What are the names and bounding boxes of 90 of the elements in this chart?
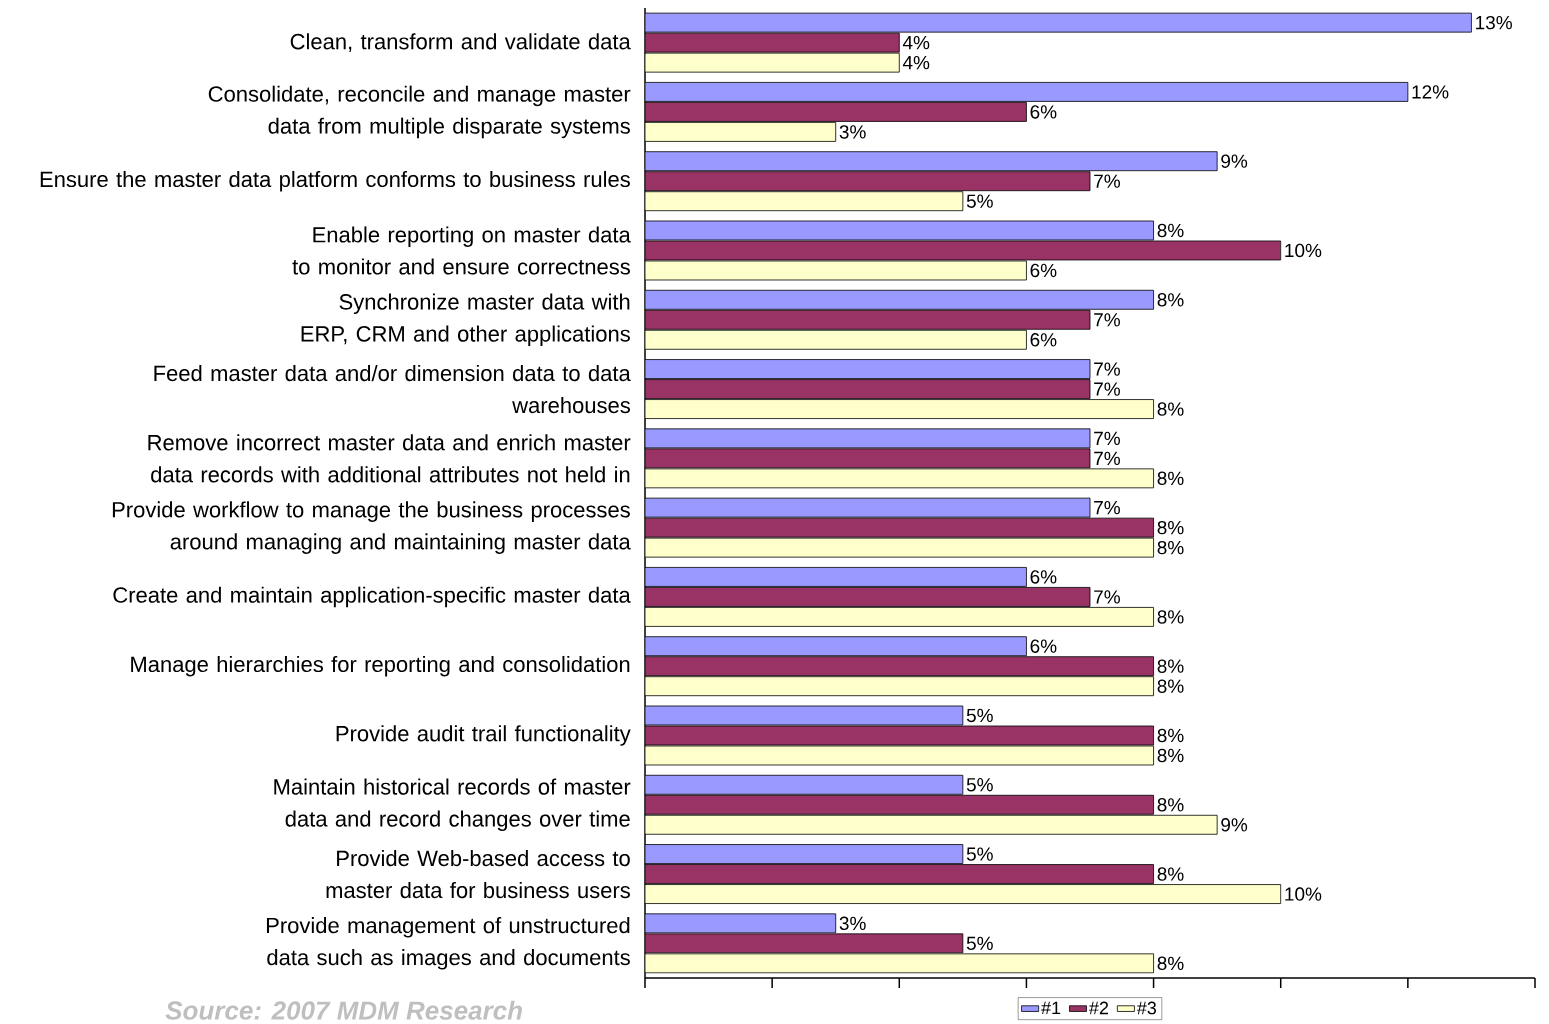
data-label: 5% <box>966 194 993 208</box>
data-label: 12% <box>1412 85 1449 99</box>
y-tick-label: Create and maintain application-specific master data <box>113 586 631 608</box>
bar <box>645 448 1091 469</box>
y-tick-label: Remove incorrect master data and enrich master data records with additional attributes not held in <box>148 434 631 483</box>
legend-label: #3 <box>1136 1001 1157 1015</box>
legend-label: #2 <box>1089 1001 1109 1015</box>
data-label: 5% <box>966 847 993 861</box>
data-label: 5% <box>966 708 993 723</box>
legend-label: #1 <box>1041 1001 1061 1015</box>
bar <box>645 379 1091 399</box>
data-label: 7% <box>1094 451 1120 465</box>
data-label: 6% <box>1030 333 1057 347</box>
data-label: 10% <box>1285 243 1322 258</box>
bar <box>645 151 1218 172</box>
y-tick-label: Provide management of unstructured data such as images and documents <box>266 917 630 970</box>
data-label: 8% <box>1157 659 1184 673</box>
y-tick-label: Feed master data and/or dimension data to data warehouses <box>154 364 631 414</box>
bar <box>645 656 1154 677</box>
bar <box>645 329 1027 350</box>
bar <box>645 289 1154 310</box>
bar <box>645 102 1027 122</box>
bar <box>645 171 1091 192</box>
bar <box>645 587 1091 607</box>
bar <box>645 844 964 864</box>
data-label: 9% <box>1221 818 1248 832</box>
data-label: 4% <box>902 35 930 50</box>
data-label: 8% <box>1157 956 1184 971</box>
y-tick-label: Provide audit trail functionality <box>336 725 631 746</box>
bar <box>645 953 1154 974</box>
data-label: 5% <box>966 778 993 792</box>
data-label: 8% <box>1157 402 1184 416</box>
data-label: 3% <box>839 916 866 931</box>
bar <box>645 774 964 795</box>
bar <box>645 191 964 212</box>
bar <box>645 864 1154 884</box>
data-label: 6% <box>1030 639 1057 653</box>
source-note: Source: 2007 MDM Research <box>165 1000 522 1020</box>
bar <box>645 359 1091 379</box>
data-label: 7% <box>1094 431 1120 445</box>
bar <box>645 122 837 142</box>
bar <box>645 636 1027 657</box>
data-label: 6% <box>1030 263 1057 278</box>
bar <box>645 399 1154 419</box>
y-tick-label: Ensure the master data platform conforms to business rules <box>40 170 630 192</box>
y-tick-label: Provide Web-based access to master data for business users <box>326 849 630 899</box>
y-tick-label: Provide workflow to manage the business processes around managing and maintaining master data <box>112 501 631 554</box>
bar <box>645 913 837 934</box>
data-label: 8% <box>1157 679 1184 693</box>
bar <box>645 468 1154 489</box>
data-label: 7% <box>1094 590 1120 604</box>
y-tick-label: Consolidate, reconcile and manage master data from multiple disparate systems <box>208 85 631 139</box>
bar <box>645 794 1154 815</box>
data-label: 6% <box>1030 105 1057 119</box>
data-label: 7% <box>1094 362 1120 376</box>
data-label: 10% <box>1285 887 1322 901</box>
data-label: 8% <box>1157 223 1184 238</box>
data-label: 7% <box>1094 174 1120 188</box>
data-label: 7% <box>1094 382 1120 396</box>
data-label: 9% <box>1221 154 1248 168</box>
data-label: 8% <box>1157 728 1184 743</box>
bar <box>645 814 1218 835</box>
bar <box>645 933 964 954</box>
data-label: 8% <box>1157 471 1184 486</box>
data-label: 7% <box>1094 500 1120 515</box>
y-tick-label: Enable reporting on master data to monitor and ensure correctness <box>292 226 631 275</box>
data-label: 8% <box>1157 867 1184 881</box>
bar <box>645 676 1154 697</box>
data-label: 4% <box>902 55 930 70</box>
data-label: 3% <box>839 125 866 139</box>
data-label: 8% <box>1157 610 1184 624</box>
data-label: 8% <box>1157 540 1184 555</box>
data-label: 6% <box>1030 570 1057 584</box>
y-tick-label: Maintain historical records of master data and record changes over time <box>274 778 631 832</box>
y-tick-label: Manage hierarchies for reporting and consolidation <box>131 655 630 677</box>
data-label: 7% <box>1094 313 1120 327</box>
data-label: 8% <box>1157 293 1184 307</box>
y-tick-label: Synchronize master data with ERP, CRM and other applications <box>301 293 630 347</box>
data-label: 8% <box>1157 748 1184 763</box>
bar <box>645 884 1282 904</box>
bar <box>645 309 1091 330</box>
bar <box>645 607 1154 627</box>
data-label: 5% <box>966 936 993 951</box>
bar <box>645 428 1091 449</box>
bar <box>645 82 1409 102</box>
data-label: 13% <box>1476 15 1512 30</box>
bar <box>645 567 1027 587</box>
data-label: 8% <box>1157 520 1184 535</box>
data-label: 8% <box>1157 798 1184 812</box>
y-tick-label: Clean, transform and validate data <box>290 33 631 52</box>
